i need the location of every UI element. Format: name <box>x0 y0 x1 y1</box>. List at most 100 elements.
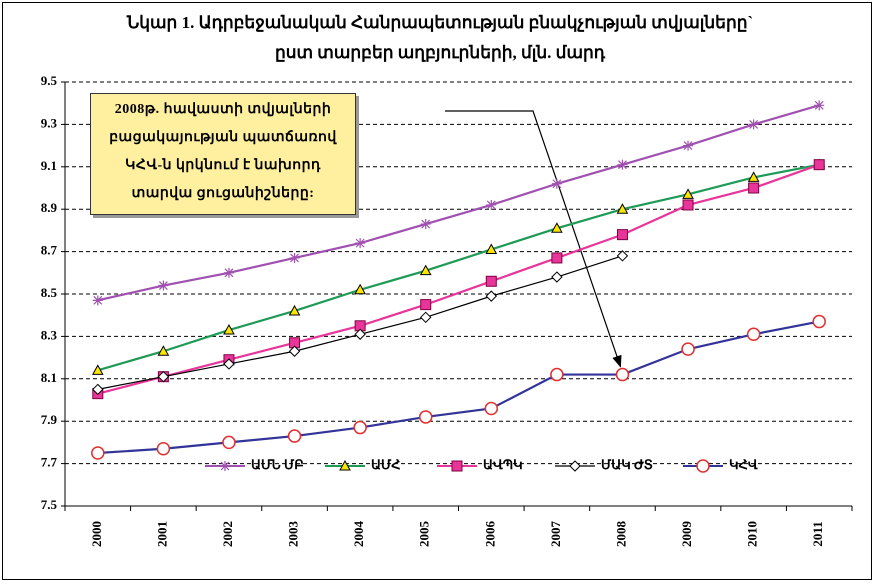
marker-star <box>814 100 825 111</box>
x-tick-label: 2009 <box>679 521 694 548</box>
marker-circle <box>746 327 761 342</box>
y-tick-label: 7.5 <box>41 497 58 512</box>
marker-circle <box>812 314 826 329</box>
marker <box>287 429 302 443</box>
marker <box>617 159 628 170</box>
marker-circle <box>287 429 302 443</box>
marker <box>288 345 301 357</box>
y-tick-label: 9.5 <box>41 73 58 88</box>
x-tick-label: 2011 <box>810 521 825 546</box>
legend-label: ԱՄՀ <box>371 457 401 472</box>
marker-diamond <box>569 460 581 472</box>
marker <box>354 283 366 295</box>
x-tick-label: 2007 <box>548 521 563 548</box>
marker <box>157 345 170 356</box>
marker-star <box>92 295 103 306</box>
y-tick-label: 7.7 <box>41 455 58 470</box>
marker-diamond <box>354 328 366 340</box>
x-tick-label: 2002 <box>220 521 235 547</box>
legend-label: ԿՀՎ <box>729 457 758 472</box>
y-tick-label: 9.3 <box>41 115 58 130</box>
x-tick-label: 2003 <box>286 521 301 548</box>
marker-star <box>289 252 300 263</box>
marker-triangle <box>288 304 301 316</box>
marker-diamond <box>223 358 235 370</box>
series-line <box>97 320 820 455</box>
marker <box>418 410 433 424</box>
marker-circle <box>681 342 695 356</box>
marker-circle <box>550 367 564 382</box>
marker <box>569 460 581 472</box>
x-tick-label: 2000 <box>89 521 104 547</box>
marker <box>353 420 367 435</box>
marker <box>812 314 826 329</box>
marker <box>223 267 234 278</box>
marker-triangle <box>223 324 235 335</box>
marker <box>288 304 301 316</box>
marker <box>223 358 235 370</box>
marker <box>451 460 463 472</box>
marker <box>486 199 497 210</box>
marker <box>420 311 432 324</box>
marker <box>551 222 563 233</box>
marker <box>485 275 497 287</box>
x-tick-label: 2001 <box>154 521 169 547</box>
marker-star <box>420 219 431 230</box>
marker-circle <box>91 446 105 460</box>
marker-diamond <box>92 383 104 396</box>
marker-star <box>683 140 694 151</box>
marker <box>339 459 351 471</box>
y-tick-label: 8.9 <box>41 200 58 215</box>
marker <box>551 252 563 264</box>
marker-diamond <box>485 290 497 302</box>
marker-circle <box>353 420 367 435</box>
marker-circle <box>615 367 630 382</box>
marker-circle <box>696 459 710 473</box>
marker-circle <box>222 435 236 450</box>
marker <box>91 364 104 375</box>
chart-title: Նկար 1. Ադրբեջանական Հանրապետության բնակ… <box>126 13 754 62</box>
marker <box>682 199 694 211</box>
marker <box>616 229 628 241</box>
marker <box>354 328 366 340</box>
marker <box>157 370 170 383</box>
marker-square <box>420 299 432 311</box>
marker <box>223 324 235 335</box>
marker-diamond <box>420 311 432 324</box>
marker-star <box>486 199 497 210</box>
marker-square <box>682 199 694 211</box>
marker <box>682 188 694 199</box>
marker-circle <box>484 401 499 416</box>
series-line <box>97 104 820 302</box>
x-tick-label: 2010 <box>745 521 760 547</box>
marker-diamond <box>288 345 301 357</box>
y-tick-label: 8.5 <box>41 285 58 300</box>
marker-diamond <box>616 250 629 262</box>
marker-triangle <box>747 171 760 182</box>
marker-star <box>355 238 366 249</box>
marker <box>91 446 105 460</box>
x-tick-label: 2005 <box>417 521 432 548</box>
x-tick-label: 2008 <box>613 521 628 548</box>
y-tick-label: 8.1 <box>41 370 57 385</box>
marker-square <box>748 182 760 194</box>
marker <box>683 140 694 151</box>
marker <box>485 243 498 254</box>
marker-star <box>617 159 628 170</box>
marker <box>420 219 431 230</box>
x-tick-label: 2006 <box>482 521 497 548</box>
marker <box>551 178 562 189</box>
series-line <box>97 163 820 395</box>
marker <box>92 295 103 306</box>
marker <box>616 203 629 214</box>
marker <box>747 171 760 182</box>
marker <box>681 342 695 356</box>
marker <box>419 264 432 276</box>
x-tick-label: 2004 <box>351 521 366 548</box>
marker-circle <box>418 410 433 424</box>
marker <box>220 461 230 471</box>
annotation-arrow <box>445 110 622 368</box>
legend-label: ՄԱԿ ԺՏ <box>601 457 653 472</box>
